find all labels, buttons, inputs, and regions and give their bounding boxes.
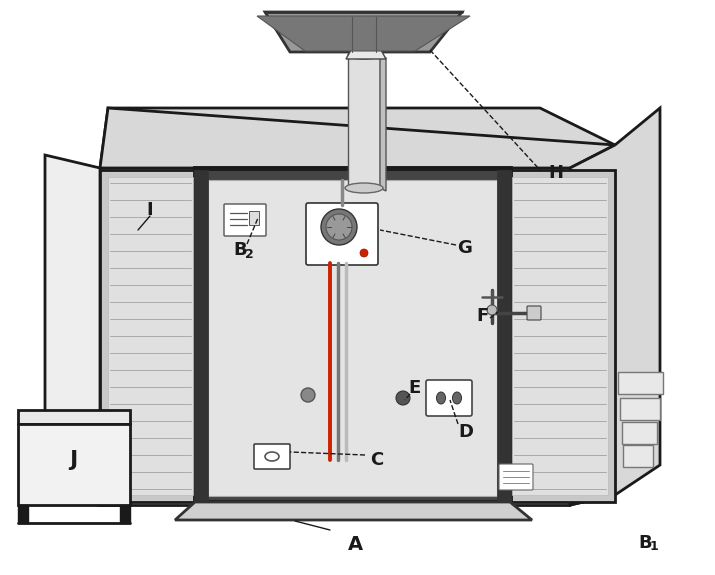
Polygon shape	[505, 170, 615, 502]
Polygon shape	[348, 55, 380, 188]
Circle shape	[321, 209, 357, 245]
Polygon shape	[570, 108, 660, 505]
Text: 2: 2	[245, 247, 253, 260]
Text: D: D	[458, 423, 473, 441]
FancyBboxPatch shape	[306, 203, 378, 265]
Text: J: J	[69, 450, 77, 470]
Polygon shape	[120, 505, 130, 523]
Ellipse shape	[453, 392, 461, 404]
FancyBboxPatch shape	[249, 211, 259, 225]
Polygon shape	[100, 170, 200, 502]
Circle shape	[487, 305, 497, 315]
Polygon shape	[18, 424, 130, 505]
Circle shape	[326, 214, 352, 240]
FancyBboxPatch shape	[527, 306, 541, 320]
Polygon shape	[512, 177, 608, 495]
Text: B: B	[233, 241, 247, 259]
FancyBboxPatch shape	[620, 398, 660, 420]
Text: G: G	[458, 239, 473, 257]
FancyBboxPatch shape	[426, 380, 472, 416]
Text: C: C	[370, 451, 384, 469]
Polygon shape	[265, 12, 462, 52]
FancyBboxPatch shape	[254, 444, 290, 469]
Polygon shape	[175, 502, 532, 520]
FancyBboxPatch shape	[623, 445, 653, 467]
Text: H: H	[548, 164, 563, 182]
Polygon shape	[194, 170, 208, 502]
Polygon shape	[18, 410, 130, 424]
Circle shape	[396, 391, 410, 405]
Ellipse shape	[345, 183, 383, 193]
Text: 1: 1	[650, 540, 659, 554]
Polygon shape	[380, 55, 386, 191]
Circle shape	[360, 249, 368, 257]
Polygon shape	[100, 108, 615, 168]
Circle shape	[301, 388, 315, 402]
FancyBboxPatch shape	[622, 422, 657, 444]
Text: F: F	[477, 307, 489, 325]
FancyBboxPatch shape	[224, 204, 266, 236]
Ellipse shape	[348, 51, 380, 59]
Text: E: E	[408, 379, 420, 397]
Ellipse shape	[436, 392, 445, 404]
Polygon shape	[208, 180, 497, 496]
Text: A: A	[347, 535, 363, 554]
FancyBboxPatch shape	[618, 372, 663, 394]
Polygon shape	[108, 177, 193, 495]
FancyBboxPatch shape	[499, 464, 533, 490]
Polygon shape	[346, 23, 386, 59]
Polygon shape	[100, 108, 615, 168]
Text: I: I	[147, 201, 153, 219]
Polygon shape	[195, 168, 510, 502]
Polygon shape	[257, 16, 470, 51]
Polygon shape	[497, 170, 511, 502]
Text: B: B	[638, 534, 652, 552]
Polygon shape	[45, 155, 100, 505]
Polygon shape	[18, 505, 28, 523]
